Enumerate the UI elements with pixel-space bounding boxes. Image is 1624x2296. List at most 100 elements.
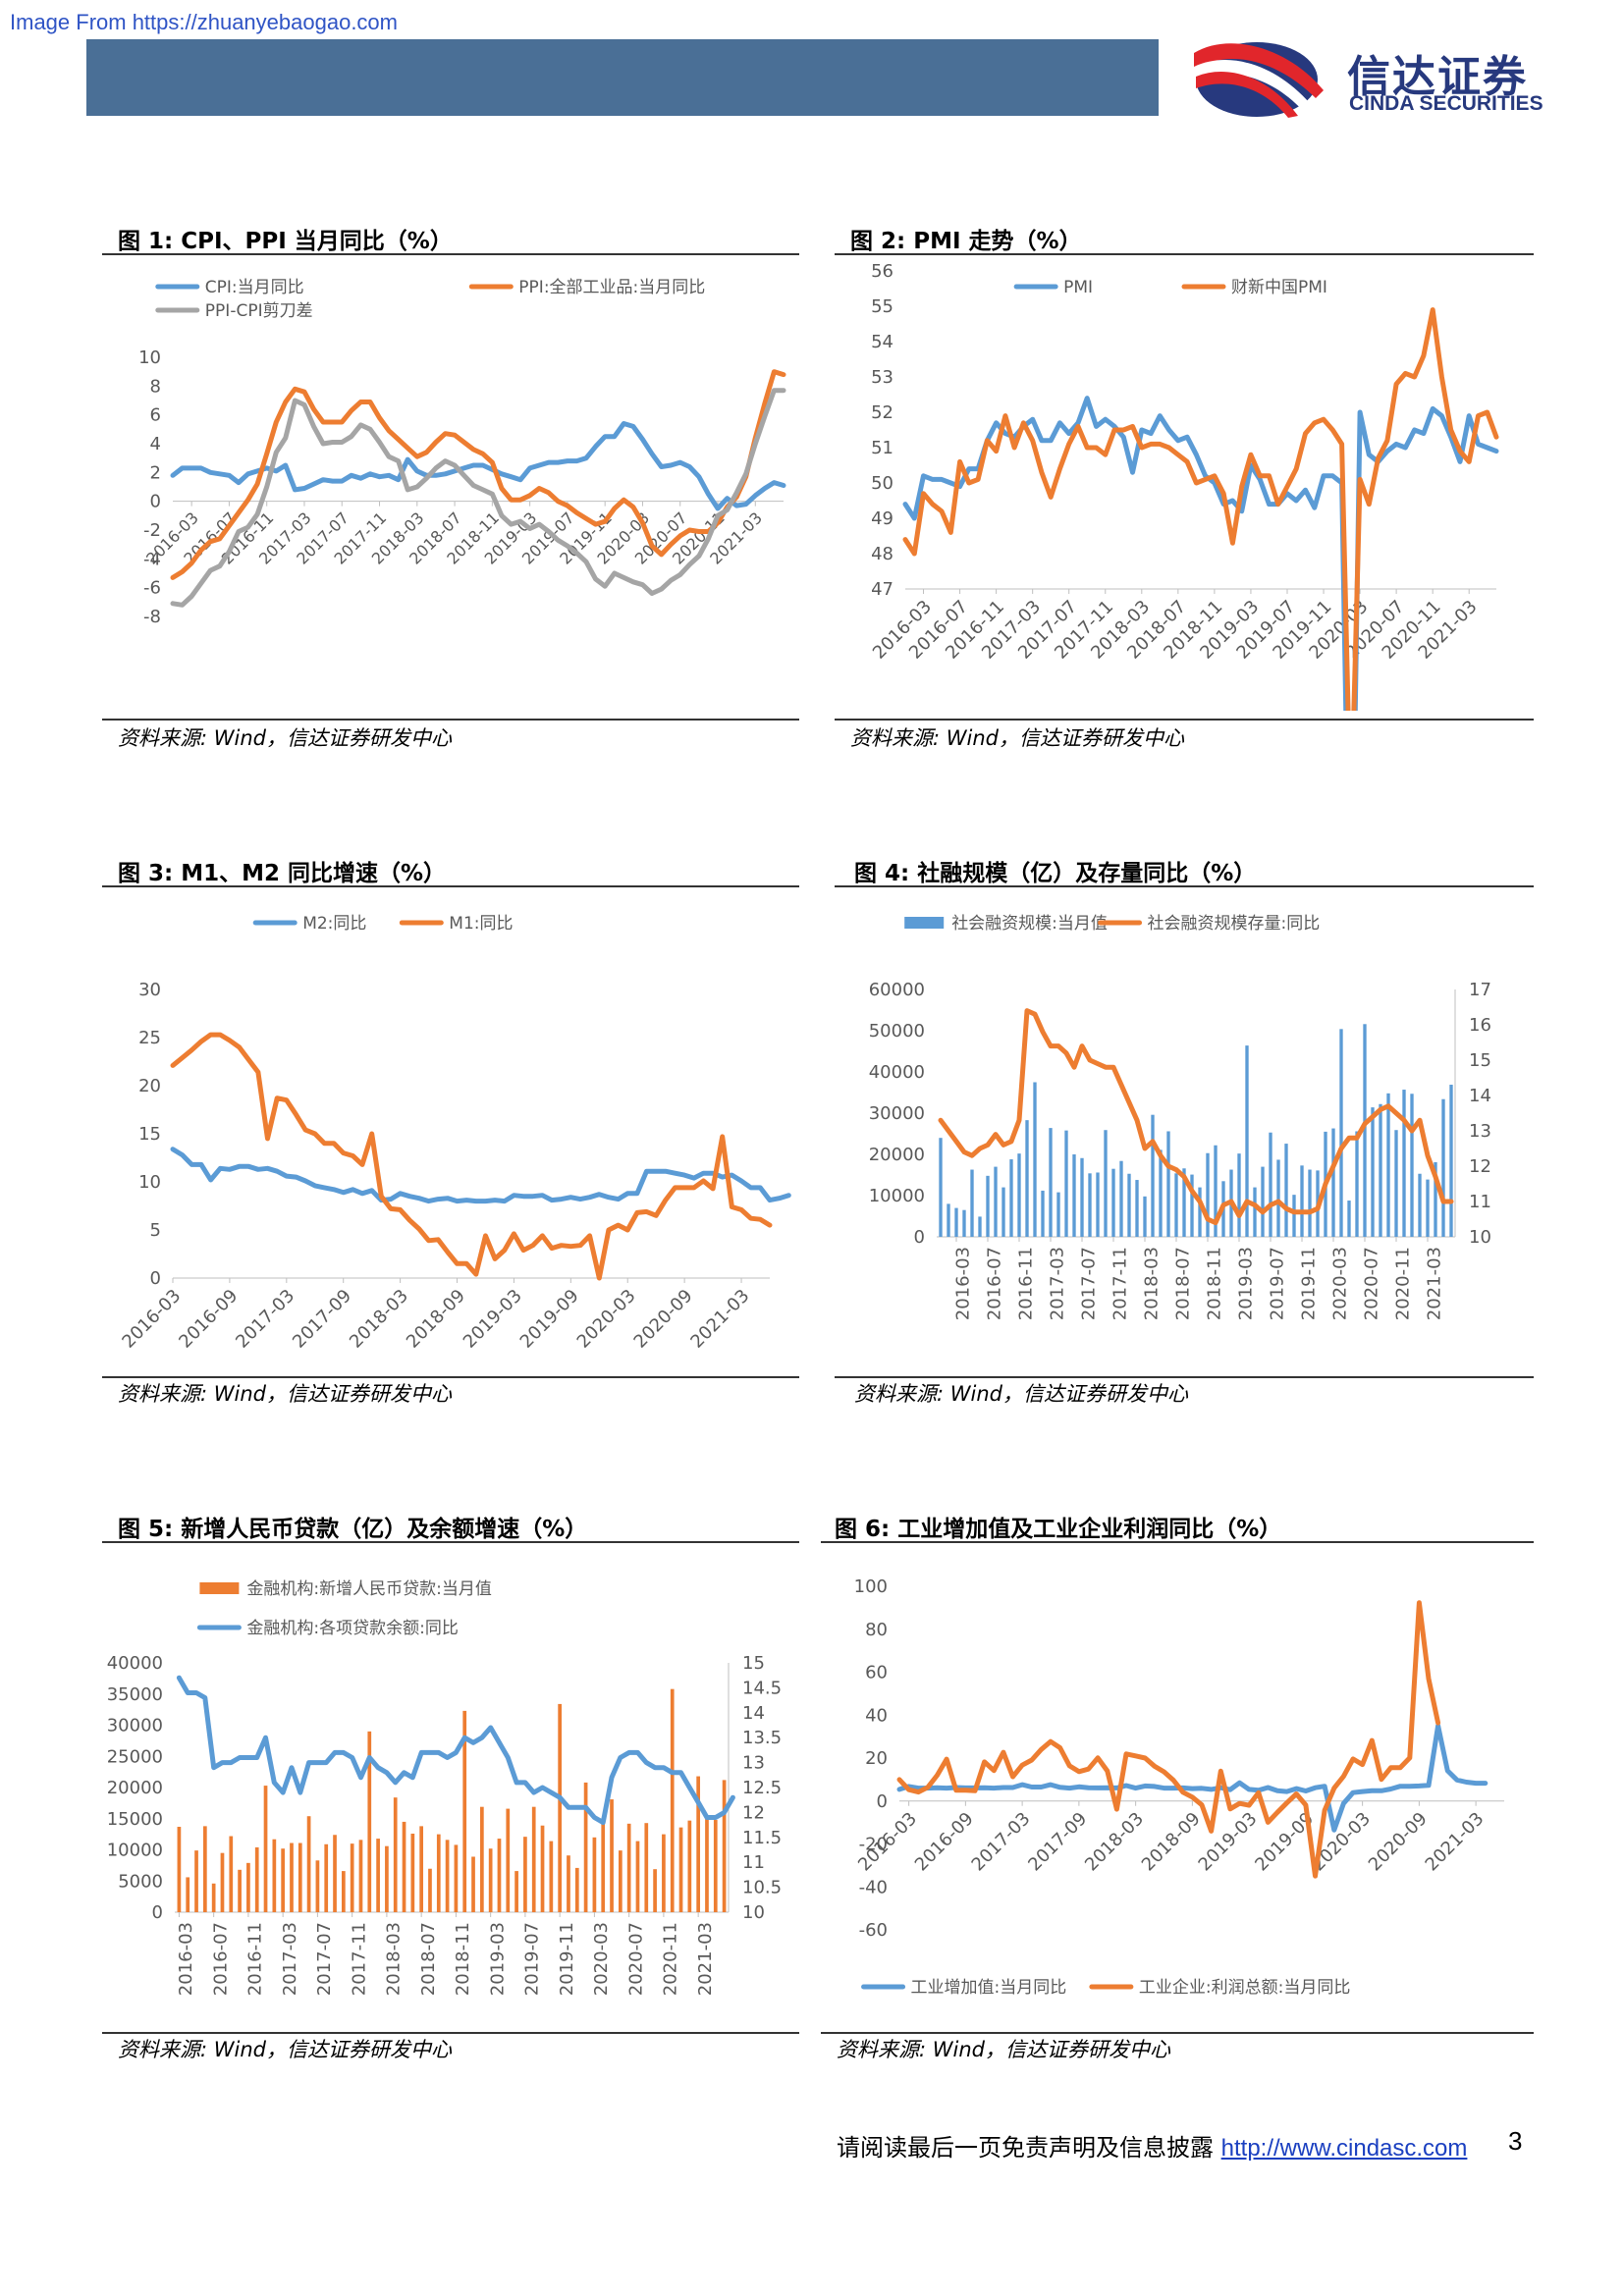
cinda-logo-emblem-icon	[1194, 42, 1324, 118]
fig4-bar	[1166, 1131, 1170, 1237]
fig5-bar	[324, 1843, 329, 1912]
fig4-bar	[1402, 1090, 1406, 1237]
fig4-x-tick-label: 2020-03	[1330, 1247, 1351, 1320]
fig4-bar	[1284, 1144, 1288, 1237]
fig5-y-tick-label: 25000	[107, 1746, 163, 1767]
fig5-bar	[497, 1839, 502, 1912]
fig5-x-tick-label: 2016-11	[245, 1922, 266, 1996]
fig6-y-tick-label: 60	[865, 1663, 888, 1683]
fig5-bar	[306, 1816, 311, 1912]
fig4-bar	[1261, 1166, 1265, 1237]
fig4-title: 图 4: 社融规模（亿）及存量同比（%）	[854, 861, 1257, 886]
fig1-series-line-3	[170, 388, 786, 608]
fig5-bar	[488, 1848, 493, 1912]
fig5-bar	[281, 1848, 286, 1912]
fig5-bar	[350, 1843, 354, 1912]
fig6-top-rule	[821, 1541, 1534, 1543]
fig4-bar	[1001, 1187, 1005, 1237]
fig3-x-tick-label: 2017-09	[289, 1286, 355, 1353]
fig1-legend-label: PPI:全部工业品:当月同比	[518, 278, 705, 297]
fig5-bar	[540, 1825, 545, 1912]
fig5-rmb-loans-chart: 0 5000 10000 15000 20000 25000 30000 35000 40000…	[107, 1579, 782, 1996]
fig4-bar	[970, 1169, 974, 1237]
fig4-bar	[1276, 1159, 1280, 1237]
fig5-bar	[583, 1782, 588, 1912]
fig5-bar	[177, 1827, 182, 1912]
fig5-x-tick-label: 2019-03	[487, 1922, 508, 1996]
fig5-y-tick-label: 20000	[107, 1778, 163, 1798]
fig1-y-tick-label: 8	[150, 376, 161, 397]
fig3-y-tick-label: 15	[138, 1124, 161, 1145]
fig4-bar	[986, 1175, 990, 1237]
fig4-bar	[1151, 1114, 1155, 1237]
fig5-bar	[610, 1799, 614, 1912]
fig5-y-tick-label: 35000	[107, 1684, 163, 1705]
fig5-bar	[662, 1834, 666, 1912]
fig3-top-rule	[102, 885, 799, 887]
fig4-y-tick-label: 40000	[869, 1062, 925, 1083]
fig4-bar	[1088, 1173, 1092, 1237]
fig5-bar	[272, 1839, 277, 1912]
fig5-bottom-rule	[102, 2032, 799, 2034]
fig6-y-tick-label: 40	[865, 1705, 888, 1726]
page-number: 3	[1508, 2126, 1523, 2156]
fig4-bar	[1331, 1128, 1335, 1237]
fig6-legend-label: 工业企业:利润总额:当月同比	[1139, 1978, 1350, 1998]
fig4-bar	[1033, 1082, 1037, 1237]
fig5-top-rule	[102, 1541, 799, 1543]
fig4-bar	[1410, 1094, 1414, 1237]
fig5-bar	[419, 1826, 424, 1912]
fig2-legend-label: 财新中国PMI	[1231, 278, 1327, 297]
fig6-x-tick-label: 2020-09	[1365, 1808, 1432, 1875]
footer-website-link[interactable]: http://www.cindasc.com	[1220, 2135, 1468, 2162]
fig5-bar	[705, 1818, 709, 1912]
fig4-x-tick-label: 2018-07	[1173, 1247, 1194, 1320]
fig3-legend-label: M2:同比	[302, 914, 366, 934]
fig4-x-tick-label: 2020-07	[1362, 1247, 1382, 1320]
fig6-title: 图 6: 工业增加值及工业企业利润同比（%）	[835, 1517, 1282, 1542]
fig5-bar	[298, 1842, 302, 1912]
fig5-bar	[687, 1820, 692, 1912]
fig6-x-tick-label: 2018-09	[1138, 1808, 1205, 1875]
fig1-series-line-2	[170, 369, 786, 580]
fig3-y-tick-label: 20	[138, 1076, 161, 1096]
fig4-bar	[962, 1209, 966, 1237]
fig2-y-tick-label: 55	[871, 296, 893, 317]
fig3-y-tick-label: 25	[138, 1028, 161, 1048]
fig4-bar	[994, 1166, 998, 1237]
fig3-y-tick-label: 0	[150, 1268, 161, 1289]
fig4-bar	[1049, 1128, 1053, 1237]
fig4-bottom-rule	[835, 1376, 1534, 1378]
fig6-y-tick-label: 100	[854, 1576, 888, 1597]
fig5-bar	[246, 1862, 250, 1912]
fig2-pmi-chart: 474849505152535455562016-032016-072016-1…	[869, 263, 1499, 711]
fig1-legend-label: PPI-CPI剪刀差	[205, 301, 313, 321]
fig5-bar	[644, 1823, 649, 1912]
fig4-bar	[1386, 1093, 1390, 1237]
fig6-y-tick-label: -20	[859, 1835, 888, 1855]
fig1-y-tick-label: 0	[150, 492, 161, 512]
fig5-bar	[402, 1821, 406, 1912]
fig5-bar	[574, 1867, 579, 1912]
fig2-top-rule	[835, 253, 1534, 255]
fig5-bar	[341, 1871, 346, 1912]
fig5-y2-tick-label: 14.5	[742, 1678, 782, 1698]
fig4-bar	[1434, 1161, 1437, 1237]
fig3-m1-m2-chart: 0 5 10 15 20 25 30 2016-032016-092017-032017-09…	[118, 914, 791, 1353]
fig5-bar	[410, 1833, 415, 1912]
fig6-x-tick-label: 2017-09	[1024, 1808, 1091, 1875]
fig5-bar	[558, 1703, 563, 1912]
fig2-y-tick-label: 54	[871, 332, 893, 352]
fig5-bar	[194, 1850, 198, 1912]
fig4-bar	[1041, 1190, 1045, 1237]
fig6-industrial-chart: -60-40-200204060801002016-032016-092017-…	[854, 1576, 1504, 1998]
watermark-text: Image From https://zhuanyebaogao.com	[10, 10, 398, 34]
fig3-legend-label: M1:同比	[449, 914, 513, 934]
fig1-bottom-rule	[102, 719, 799, 721]
fig5-bar	[263, 1786, 268, 1912]
fig6-y-tick-label: 80	[865, 1620, 888, 1640]
fig4-y2-tick-label: 17	[1469, 980, 1491, 1000]
fig5-source: 资料来源: Wind，信达证券研发中心	[118, 2038, 452, 2061]
fig4-y2-tick-label: 12	[1469, 1156, 1491, 1177]
fig3-x-tick-label: 2018-09	[403, 1286, 469, 1353]
